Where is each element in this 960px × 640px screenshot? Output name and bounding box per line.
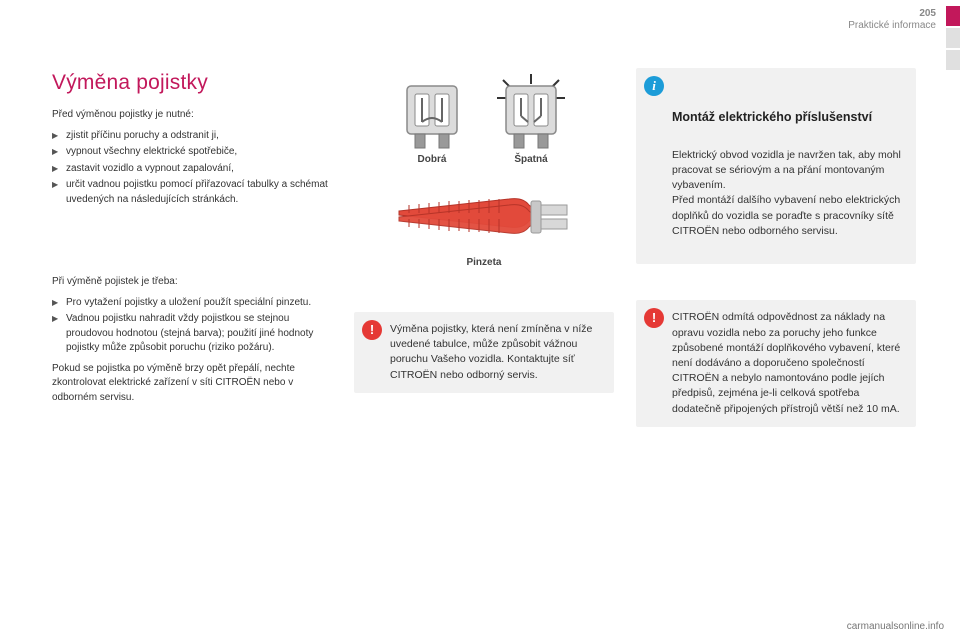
fuse-good-svg <box>397 72 467 150</box>
para-3: Pokud se pojistka po výměně brzy opět př… <box>52 362 332 406</box>
sidebar-tabs <box>946 6 960 72</box>
page-header: 205 Praktické informace <box>848 8 936 32</box>
fuse-figures: Dobrá <box>354 72 614 165</box>
list-item: zastavit vozidlo a vypnout zapalování, <box>52 162 332 177</box>
fuse-bad: Špatná <box>491 72 571 165</box>
list-item: určit vadnou pojistku pomocí přiřazovací… <box>52 178 332 207</box>
list-item: vypnout všechny elektrické spotřebiče, <box>52 145 332 160</box>
bullet-list-1: zjistit příčinu poruchy a odstranit ji, … <box>52 129 332 208</box>
footer-watermark: carmanualsonline.info <box>847 621 944 632</box>
fuse-good-label: Dobrá <box>418 154 447 165</box>
left-column: Výměna pojistky Před výměnou pojistky je… <box>52 68 332 600</box>
info-callout: i Montáž elektrického příslušenství Elek… <box>636 68 916 264</box>
info-icon: i <box>644 76 664 96</box>
info-body: Elektrický obvod vozidla je navržen tak,… <box>672 148 904 239</box>
fuse-bad-label: Špatná <box>514 154 547 165</box>
tweezer-figure: Pinzeta <box>354 183 614 268</box>
page-number: 205 <box>848 8 936 20</box>
list-item: zjistit příčinu poruchy a odstranit ji, <box>52 129 332 144</box>
list-item: Vadnou pojistku nahradit vždy pojistkou … <box>52 312 332 356</box>
tab-inactive <box>946 28 960 48</box>
list-item: Pro vytažení pojistky a uložení použít s… <box>52 296 332 311</box>
right-warning-body: CITROËN odmítá odpovědnost za náklady na… <box>672 310 904 417</box>
mid-warning-callout: ! Výměna pojistky, která není zmíněna v … <box>354 312 614 393</box>
tab-inactive <box>946 50 960 70</box>
fuse-bad-svg <box>491 72 571 150</box>
fuse-good: Dobrá <box>397 72 467 165</box>
content-area: Výměna pojistky Před výměnou pojistky je… <box>52 68 916 600</box>
tweezer-svg <box>389 183 579 253</box>
tab-active <box>946 6 960 26</box>
info-title: Montáž elektrického příslušenství <box>672 108 904 126</box>
warning-icon: ! <box>644 308 664 328</box>
section-name: Praktické informace <box>848 20 936 32</box>
middle-column: Dobrá <box>354 68 614 600</box>
intro-para: Před výměnou pojistky je nutné: <box>52 108 332 123</box>
warning-icon: ! <box>362 320 382 340</box>
mid-warning-text: Výměna pojistky, která není zmíněna v ní… <box>390 322 602 383</box>
right-warning-callout: ! CITROËN odmítá odpovědnost za náklady … <box>636 300 916 427</box>
tweezer-label: Pinzeta <box>466 257 501 268</box>
bullet-list-2: Pro vytažení pojistky a uložení použít s… <box>52 296 332 356</box>
right-column: i Montáž elektrického příslušenství Elek… <box>636 68 916 600</box>
page-title: Výměna pojistky <box>52 68 332 98</box>
para-2: Při výměně pojistek je třeba: <box>52 275 332 290</box>
